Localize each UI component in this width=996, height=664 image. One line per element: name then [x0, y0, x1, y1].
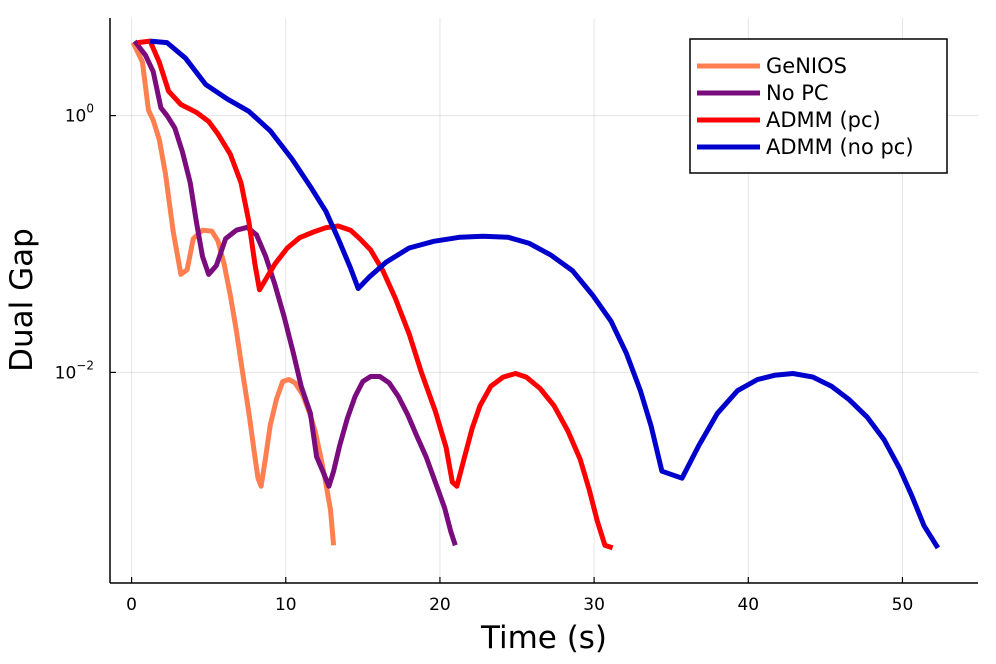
x-tick-label: 10 — [275, 595, 297, 615]
plot-axes — [109, 18, 978, 584]
legend-box — [689, 38, 948, 174]
series-line-no-pc — [132, 39, 458, 547]
y-tick-base: 10 — [65, 107, 87, 127]
series-line-admm-pc — [137, 38, 614, 551]
y-tick-base: 10 — [55, 363, 77, 383]
y-tick-exponent: 0 — [86, 102, 94, 116]
series-line-admm-no-pc — [149, 38, 941, 550]
legend: GeNIOS No PC ADMM (pc) ADMM (no pc) — [689, 38, 948, 174]
y-axis-label: Dual Gap — [4, 228, 40, 372]
legend-label: GeNIOS — [766, 54, 847, 78]
x-axis-label: Time (s) — [480, 620, 607, 656]
x-tick-label: 30 — [583, 595, 605, 615]
x-tick-label: 50 — [892, 595, 914, 615]
x-tick-label: 20 — [429, 595, 451, 615]
y-tick-label: 100 — [65, 102, 94, 127]
y-tick-label: 10−2 — [55, 358, 94, 383]
x-tick-label: 0 — [126, 595, 137, 615]
legend-label: ADMM (no pc) — [766, 135, 914, 159]
legend-label: No PC — [766, 81, 829, 105]
x-tick-label: 40 — [737, 595, 759, 615]
y-tick-exponent: −2 — [76, 358, 94, 372]
series-lines — [130, 38, 941, 551]
legend-label: ADMM (pc) — [766, 108, 881, 132]
